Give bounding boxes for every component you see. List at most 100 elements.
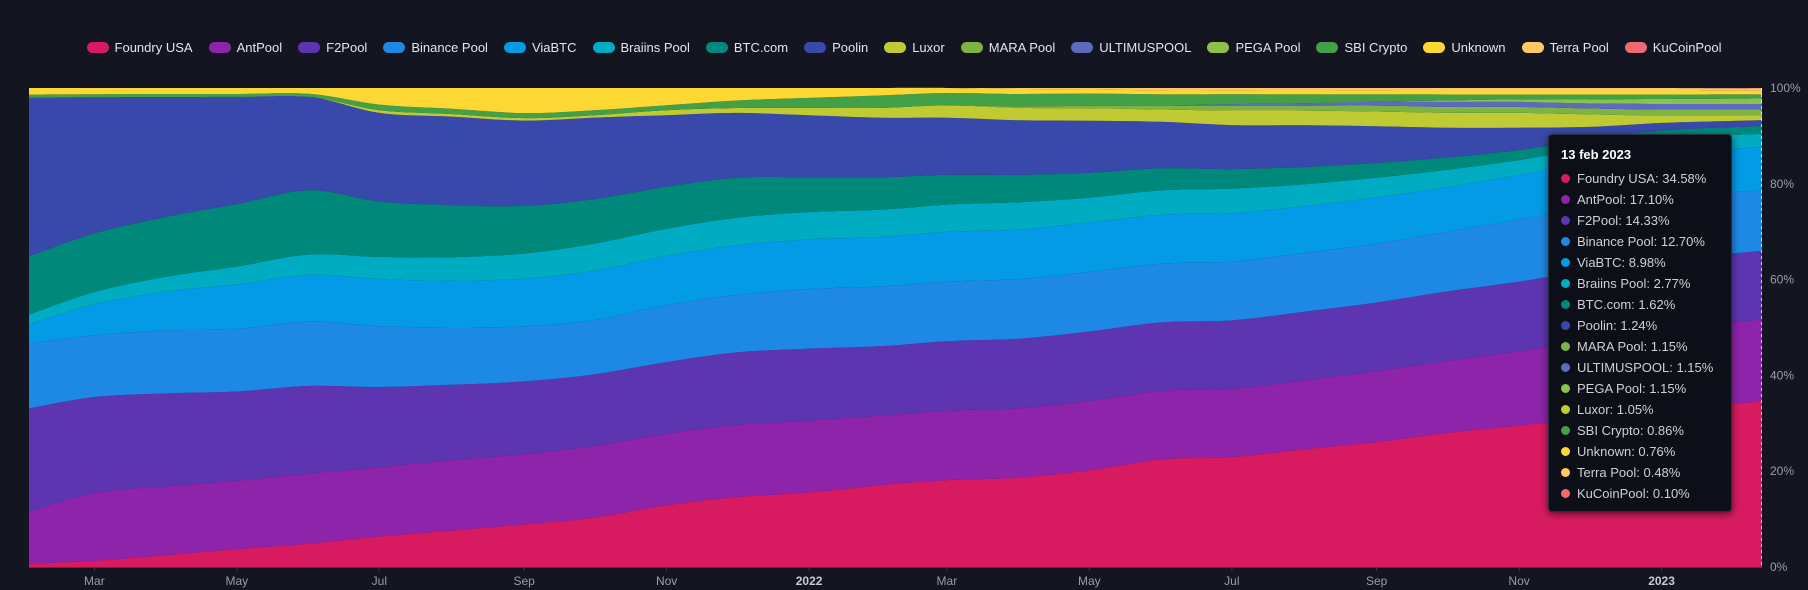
tooltip-row-text: Braiins Pool: 2.77% [1577, 276, 1691, 291]
legend-swatch [884, 42, 907, 53]
tooltip-dot [1561, 342, 1570, 351]
area-mara-pool[interactable] [29, 95, 1762, 119]
tooltip-dot [1561, 489, 1570, 498]
tooltip-row-text: MARA Pool: 1.15% [1577, 339, 1688, 354]
tooltip-row-text: Terra Pool: 0.48% [1577, 465, 1681, 480]
tooltip-row: F2Pool: 14.33% [1561, 210, 1719, 231]
tooltip-row-text: Foundry USA: 34.58% [1577, 171, 1707, 186]
legend-item[interactable]: ViaBTC [503, 40, 577, 55]
area-poolin[interactable] [29, 95, 1762, 257]
tooltip-row: Foundry USA: 34.58% [1561, 168, 1719, 189]
tooltip-row: SBI Crypto: 0.86% [1561, 420, 1719, 441]
legend-item[interactable]: ULTIMUSPOOL [1071, 40, 1191, 55]
legend-label: Braiins Pool [620, 40, 690, 55]
tooltip-row: Binance Pool: 12.70% [1561, 231, 1719, 252]
area-viabtc[interactable] [29, 147, 1762, 344]
tooltip-dot [1561, 426, 1570, 435]
legend-swatch [1624, 42, 1647, 53]
legend-item[interactable]: F2Pool [298, 40, 367, 55]
legend-swatch [298, 42, 321, 53]
legend-label: Terra Pool [1549, 40, 1609, 55]
legend-item[interactable]: AntPool [208, 40, 283, 55]
legend-item[interactable]: Binance Pool [383, 40, 488, 55]
legend-swatch [1071, 42, 1094, 53]
x-tick-label: Sep [513, 574, 535, 588]
legend-label: Poolin [832, 40, 869, 55]
legend-swatch [592, 42, 615, 53]
x-tick-label: Mar [937, 574, 958, 588]
tooltip-dot [1561, 174, 1570, 183]
legend-item[interactable]: Poolin [804, 40, 868, 55]
legend-item[interactable]: Luxor [884, 40, 945, 55]
tooltip-date: 13 feb 2023 [1561, 147, 1632, 162]
legend-item[interactable]: KuCoinPool [1624, 40, 1721, 55]
area-luxor[interactable] [29, 95, 1762, 128]
area-f2pool[interactable] [29, 250, 1762, 512]
tooltip-row: AntPool: 17.10% [1561, 189, 1719, 210]
legend-item[interactable]: Unknown [1423, 40, 1506, 55]
tooltip-dot [1561, 447, 1570, 456]
legend-item[interactable]: MARA Pool [960, 40, 1056, 55]
tooltip-row-text: Luxor: 1.05% [1577, 402, 1654, 417]
legend-item[interactable]: Terra Pool [1521, 40, 1609, 55]
chart-legend: Foundry USA AntPool F2Pool Binance Pool ViaB… [0, 40, 1808, 55]
area-braiins-pool[interactable] [29, 133, 1762, 325]
area-foundry-usa[interactable] [29, 401, 1762, 567]
area-binance-pool[interactable] [29, 190, 1762, 409]
legend-label: Unknown [1451, 40, 1506, 55]
legend-label: Foundry USA [114, 40, 193, 55]
tooltip-dot [1561, 279, 1570, 288]
tooltip-dot [1561, 384, 1570, 393]
legend-label: PEGA Pool [1235, 40, 1301, 55]
tooltip-dot [1561, 321, 1570, 330]
x-tick-label: 2022 [796, 574, 823, 588]
tooltip-rows: Foundry USA: 34.58% AntPool: 17.10% F2Pool… [1561, 168, 1719, 504]
tooltip-row: Poolin: 1.24% [1561, 315, 1719, 336]
tooltip-row: KuCoinPool: 0.10% [1561, 483, 1719, 504]
tooltip-row-text: AntPool: 17.10% [1577, 192, 1674, 207]
legend-swatch [208, 42, 231, 53]
tooltip-dot [1561, 195, 1570, 204]
legend-item[interactable]: Foundry USA [86, 40, 193, 55]
x-tick-label: Sep [1366, 574, 1388, 588]
tooltip-row-text: F2Pool: 14.33% [1577, 213, 1670, 228]
legend-item[interactable]: SBI Crypto [1316, 40, 1407, 55]
area-sbi-crypto[interactable] [29, 92, 1762, 119]
x-tick-label: Jul [372, 574, 387, 588]
tooltip-dot [1561, 300, 1570, 309]
tooltip-row-text: Unknown: 0.76% [1577, 444, 1676, 459]
y-tick-label: 0% [1770, 560, 1788, 574]
tooltip-dot [1561, 405, 1570, 414]
x-tick-label: Nov [1508, 574, 1529, 588]
legend-label: ULTIMUSPOOL [1099, 40, 1192, 55]
legend-item[interactable]: BTC.com [705, 40, 788, 55]
legend-item[interactable]: PEGA Pool [1207, 40, 1300, 55]
area-terra-pool[interactable] [29, 87, 1762, 91]
legend-item[interactable]: Braiins Pool [592, 40, 690, 55]
area-unknown[interactable] [29, 87, 1762, 114]
tooltip-dot [1561, 216, 1570, 225]
tooltip-row: BTC.com: 1.62% [1561, 294, 1719, 315]
legend-swatch [960, 42, 983, 53]
x-tick-label: May [226, 574, 249, 588]
y-tick-label: 80% [1770, 177, 1794, 191]
legend-label: SBI Crypto [1344, 40, 1408, 55]
legend-label: Binance Pool [411, 40, 488, 55]
area-btc-com[interactable] [29, 126, 1762, 315]
legend-label: AntPool [236, 40, 283, 55]
x-axis: Mar May Jul Sep Nov 2022 Mar May Jul Sep Nov 2023 [29, 567, 1762, 588]
x-tick-label: 2023 [1648, 574, 1675, 588]
tooltip-row-text: KuCoinPool: 0.10% [1577, 486, 1690, 501]
legend-label: F2Pool [326, 40, 368, 55]
area-antpool[interactable] [29, 319, 1762, 564]
tooltip-row-text: ULTIMUSPOOL: 1.15% [1577, 360, 1714, 375]
legend-swatch [86, 42, 109, 53]
legend-label: MARA Pool [988, 40, 1056, 55]
y-tick-label: 60% [1770, 273, 1794, 287]
tooltip-row: Terra Pool: 0.48% [1561, 462, 1719, 483]
legend-label: Luxor [912, 40, 945, 55]
y-axis: 0% 20% 40% 60% 80% 100% [1770, 81, 1801, 574]
tooltip-dot [1561, 468, 1570, 477]
x-tick-label: Jul [1224, 574, 1239, 588]
